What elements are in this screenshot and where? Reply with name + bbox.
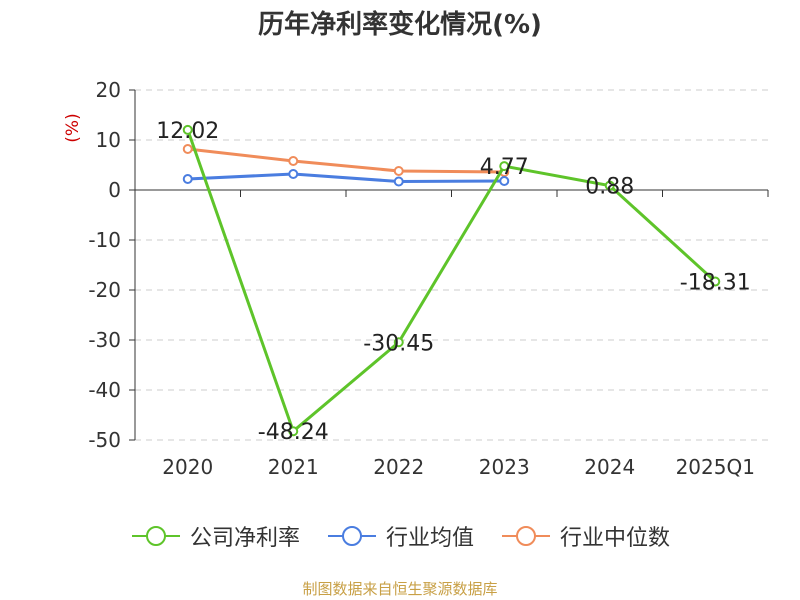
data-label-layer: 12.02 -48.24 -30.45 4.77 0.88 -18.31 xyxy=(156,119,750,445)
y-tick-label: 20 xyxy=(96,78,121,102)
data-point xyxy=(288,156,299,166)
y-tick-label: -30 xyxy=(88,328,121,352)
data-point xyxy=(604,180,615,191)
line-chart: 20 10 0 -10 -20 -30 -40 -50 (%) 2020 2021 2022 2023 2… xyxy=(63,78,769,479)
y-axis-label: (%) xyxy=(63,113,83,142)
x-tick-label: 2024 xyxy=(584,455,635,479)
x-tick-label: 2020 xyxy=(162,455,213,479)
chart-title: 历年净利率变化情况(%) xyxy=(258,10,542,40)
data-point xyxy=(182,124,193,135)
data-point xyxy=(393,166,404,176)
legend-label: 行业中位数 xyxy=(560,526,671,551)
data-point xyxy=(393,176,404,187)
data-point xyxy=(182,144,193,154)
y-tick-label: -20 xyxy=(88,278,121,302)
data-label: -18.31 xyxy=(680,271,751,296)
y-tick-label: -50 xyxy=(88,428,121,452)
x-tick-label: 2023 xyxy=(479,455,530,479)
data-label: 12.02 xyxy=(156,119,219,144)
data-label: -30.45 xyxy=(363,331,434,356)
data-point xyxy=(710,276,721,287)
data-label: 4.77 xyxy=(480,155,529,180)
data-point xyxy=(393,337,404,348)
legend-item[interactable]: 行业中位数 xyxy=(500,520,670,552)
series-line xyxy=(186,129,717,434)
x-tick-label: 2025Q1 xyxy=(676,455,755,479)
data-point xyxy=(288,426,299,437)
legend-label: 公司净利率 xyxy=(189,526,300,551)
y-tick-label: -40 xyxy=(88,378,121,402)
source-note: 制图数据来自恒生聚源数据库 xyxy=(302,580,498,598)
data-point xyxy=(499,161,510,172)
data-point xyxy=(499,176,510,186)
data-label: 0.88 xyxy=(585,175,634,200)
y-tick-label: 0 xyxy=(108,178,121,202)
data-label: -48.24 xyxy=(258,420,329,445)
y-tick-label: 10 xyxy=(96,128,121,152)
data-point xyxy=(288,169,299,179)
legend-marker xyxy=(131,526,180,546)
x-tick-label: 2021 xyxy=(268,455,319,479)
series-line xyxy=(187,172,505,184)
legend: 公司净利率 行业均值 行业中位数 xyxy=(0,520,800,552)
legend-marker xyxy=(502,526,550,546)
legend-item[interactable]: 行业均值 xyxy=(326,520,474,552)
grid-layer xyxy=(135,89,768,441)
series-line xyxy=(187,147,505,174)
y-tick-label: -10 xyxy=(88,228,121,252)
legend-item[interactable]: 公司净利率 xyxy=(130,520,300,552)
legend-label: 行业均值 xyxy=(385,526,474,551)
axis-layer: 20 10 0 -10 -20 -30 -40 -50 (%) 2020 2021 2022 2023 2… xyxy=(63,78,769,479)
data-point xyxy=(182,174,193,184)
legend-marker xyxy=(327,526,376,546)
x-tick-label: 2022 xyxy=(373,455,424,479)
series-layer xyxy=(182,124,721,437)
